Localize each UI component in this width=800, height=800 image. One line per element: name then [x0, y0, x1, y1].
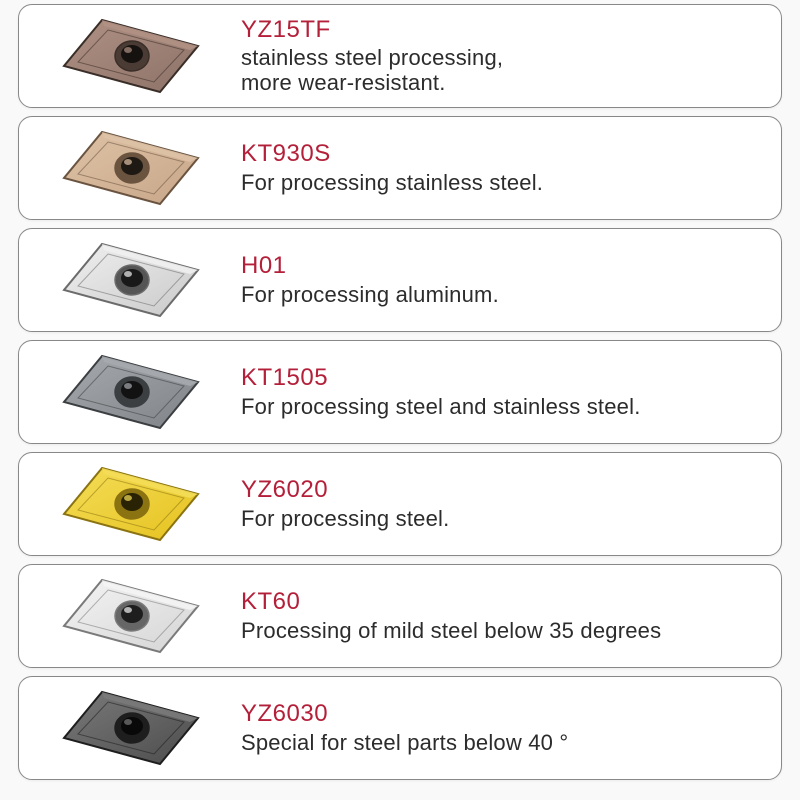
insert-thumbnail [51, 234, 211, 326]
insert-thumbnail [51, 346, 211, 438]
insert-description: For processing steel. [241, 506, 761, 531]
insert-code: YZ6030 [241, 701, 761, 727]
insert-code: KT1505 [241, 365, 761, 391]
insert-card: YZ15TFstainless steel processing,more we… [18, 4, 782, 108]
insert-card: H01 For processing aluminum. [18, 228, 782, 332]
insert-text: YZ6020 For processing steel. [211, 477, 761, 531]
insert-code: YZ15TF [241, 17, 761, 43]
insert-description: Processing of mild steel below 35 degree… [241, 618, 761, 643]
insert-code: KT930S [241, 141, 761, 167]
insert-card: KT930S For processing stainless steel. [18, 116, 782, 220]
insert-description: For processing steel and stainless steel… [241, 394, 761, 419]
insert-code: YZ6020 [241, 477, 761, 503]
insert-text: H01 For processing aluminum. [211, 253, 761, 307]
insert-list: YZ15TFstainless steel processing,more we… [18, 4, 782, 780]
insert-text: YZ15TFstainless steel processing,more we… [211, 17, 761, 96]
insert-text: KT1505 For processing steel and stainless… [211, 365, 761, 419]
insert-thumbnail [51, 570, 211, 662]
insert-card: KT60 Processing of mild steel below 35 de… [18, 564, 782, 668]
insert-code: KT60 [241, 589, 761, 615]
insert-thumbnail [51, 682, 211, 774]
insert-card: KT1505 For processing steel and stainless… [18, 340, 782, 444]
insert-text: KT60 Processing of mild steel below 35 de… [211, 589, 761, 643]
insert-description: stainless steel processing,more wear-res… [241, 45, 761, 96]
insert-description: Special for steel parts below 40 ° [241, 730, 761, 755]
insert-code: H01 [241, 253, 761, 279]
insert-thumbnail [51, 122, 211, 214]
insert-text: KT930S For processing stainless steel. [211, 141, 761, 195]
insert-description: For processing stainless steel. [241, 170, 761, 195]
insert-description: For processing aluminum. [241, 282, 761, 307]
insert-card: YZ6020 For processing steel. [18, 452, 782, 556]
insert-thumbnail [51, 458, 211, 550]
insert-thumbnail [51, 10, 211, 102]
insert-text: YZ6030 Special for steel parts below 40 ° [211, 701, 761, 755]
insert-card: YZ6030 Special for steel parts below 40 ° [18, 676, 782, 780]
